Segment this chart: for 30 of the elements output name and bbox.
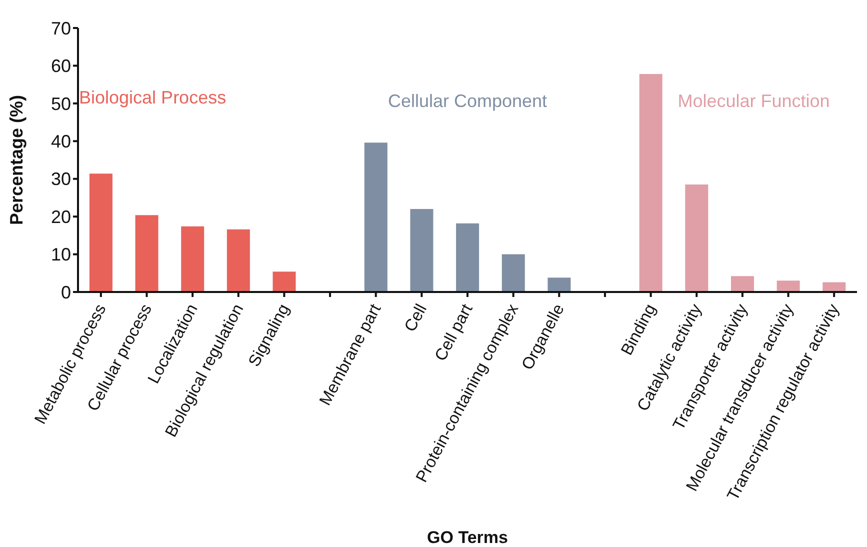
bar <box>685 184 708 292</box>
bar <box>776 280 800 292</box>
x-tick-label: Cell part <box>432 300 477 364</box>
series-label: Cellular Component <box>388 91 548 112</box>
bar <box>548 278 571 292</box>
y-tick-label: 60 <box>50 56 71 76</box>
text: Biological Process <box>79 87 226 108</box>
series-label: Molecular Function <box>678 91 830 112</box>
bar <box>272 272 296 292</box>
bar <box>456 223 480 292</box>
x-tick-label: Cell <box>401 301 431 335</box>
bar <box>502 254 525 292</box>
bar <box>181 226 204 292</box>
bar <box>730 276 754 292</box>
x-axis-title: GO Terms <box>427 528 508 547</box>
bar <box>639 74 662 292</box>
bar <box>410 209 434 292</box>
y-tick-label: 50 <box>50 94 71 114</box>
y-tick-label: 20 <box>50 206 71 227</box>
bar <box>135 215 158 292</box>
y-tick-label: 30 <box>50 169 71 190</box>
bar <box>364 142 388 292</box>
y-tick-label: 10 <box>50 244 71 265</box>
y-tick-label: 40 <box>50 132 71 152</box>
bar <box>226 229 250 292</box>
y-axis-title: Percentage (%) <box>6 94 26 226</box>
y-tick-label: 0 <box>60 282 71 302</box>
y-tick-label: 70 <box>50 18 71 38</box>
bar <box>822 282 846 292</box>
bar <box>89 174 112 292</box>
